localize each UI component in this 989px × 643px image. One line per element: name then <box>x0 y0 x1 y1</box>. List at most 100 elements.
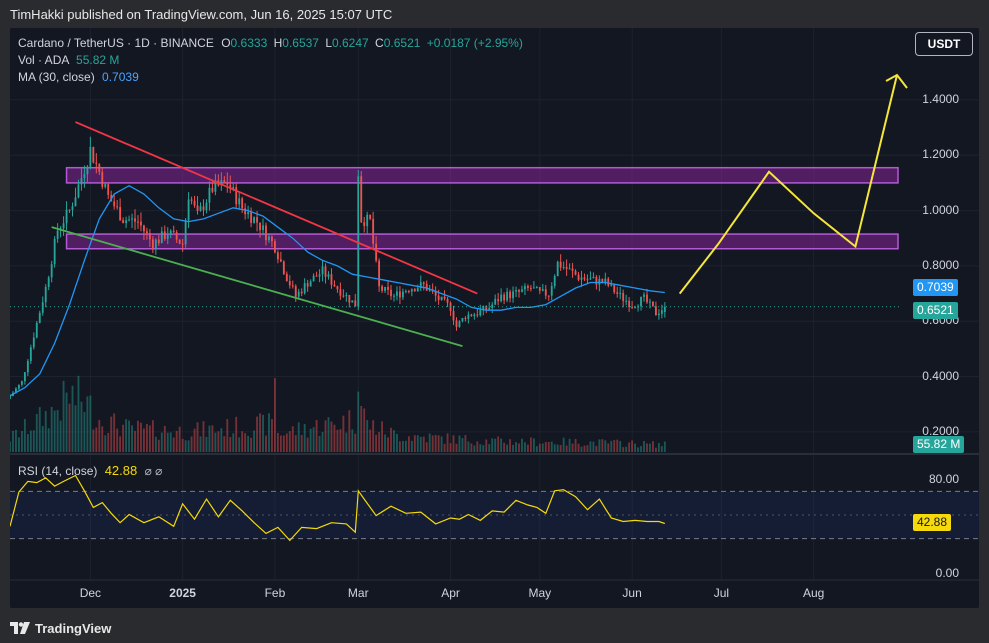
candle-body <box>416 288 419 292</box>
rsi-tick-label: 80.00 <box>928 471 959 486</box>
volume-legend: Vol · ADA 55.82 M <box>18 53 119 67</box>
candle-body <box>422 282 425 284</box>
volume-bar <box>637 447 639 452</box>
candle-body <box>15 388 17 393</box>
candle-body <box>580 277 583 280</box>
candle-body <box>265 225 267 241</box>
ma-30-line <box>10 184 665 397</box>
candle-body <box>541 289 544 291</box>
time-tick-label: Dec <box>79 586 102 600</box>
volume-bar <box>29 430 32 452</box>
candle-body <box>610 284 613 286</box>
candle-body <box>574 270 577 275</box>
candle-body <box>598 278 601 285</box>
volume-bar <box>184 440 187 452</box>
volume-bar <box>583 445 586 452</box>
candle-body <box>262 225 264 231</box>
candle-body <box>50 264 53 278</box>
candle-body <box>62 223 65 229</box>
ma-label[interactable]: MA (30, close) <box>18 70 95 84</box>
candle-body <box>652 301 654 307</box>
candle-body <box>583 277 586 280</box>
publisher-line: TimHakki published on TradingView.com, J… <box>10 7 393 22</box>
candle-body <box>476 314 479 316</box>
volume-bar <box>559 444 562 452</box>
volume-bar <box>351 429 354 452</box>
volume-bar <box>506 444 509 452</box>
resistance-zone <box>65 233 899 250</box>
candle-body <box>241 198 244 209</box>
volume-bar <box>47 428 50 452</box>
volume-bar <box>538 443 541 452</box>
volume-bar <box>652 441 654 452</box>
candle-body <box>244 208 247 215</box>
volume-bar <box>18 437 20 452</box>
currency-button[interactable]: USDT <box>915 32 973 56</box>
candle-body <box>384 286 386 291</box>
candle-body <box>211 187 214 192</box>
volume-bar <box>23 419 26 452</box>
candle-body <box>95 162 98 164</box>
chart-canvas[interactable] <box>10 28 979 608</box>
candle-body <box>250 212 253 223</box>
candle-body <box>401 291 404 298</box>
price-candles <box>10 136 666 400</box>
rsi-label[interactable]: RSI (14, close) <box>18 464 98 478</box>
candle-body <box>154 239 157 250</box>
candle-body <box>10 395 11 399</box>
volume-bar <box>550 441 553 452</box>
candle-body <box>491 304 494 309</box>
candle-body <box>458 321 461 327</box>
projection-path <box>678 74 898 295</box>
candle-body <box>464 317 467 319</box>
volume-bar <box>148 425 151 452</box>
candle-body <box>601 278 604 283</box>
volume-bar <box>532 438 535 452</box>
volume-bar <box>35 413 38 452</box>
volume-bar <box>541 443 544 452</box>
candle-body <box>628 300 631 308</box>
volume-bar <box>86 396 89 452</box>
candle-body <box>440 296 443 301</box>
volume-value: 55.82 M <box>76 53 120 67</box>
volume-bar <box>327 417 330 452</box>
candle-body <box>396 291 398 296</box>
candle-body <box>229 184 232 189</box>
candle-body <box>613 284 616 293</box>
trendlines <box>51 121 478 347</box>
symbol-title[interactable]: Cardano / TetherUS · 1D · BINANCE <box>18 36 214 50</box>
candle-body <box>143 225 145 232</box>
chart-frame[interactable]: Cardano / TetherUS · 1D · BINANCE O0.633… <box>10 28 979 608</box>
time-tick-label: Jun <box>622 586 642 600</box>
high-label: H <box>273 36 283 50</box>
volume-bar <box>544 441 547 452</box>
volume-bar <box>515 442 517 452</box>
volume-bar <box>279 435 282 452</box>
footer-brand[interactable]: TradingView <box>35 620 112 636</box>
volume-bar <box>12 430 14 452</box>
candle-body <box>41 302 44 313</box>
volume-bar <box>416 435 419 452</box>
volume-bar <box>273 378 276 452</box>
candle-body <box>413 289 416 292</box>
candle-body <box>119 207 122 221</box>
volume-label[interactable]: Vol · ADA <box>18 53 69 67</box>
close-label: C <box>375 36 384 50</box>
volume-bar <box>634 443 637 452</box>
volume-bar <box>169 432 172 452</box>
volume-bar <box>276 432 279 452</box>
candle-body <box>163 231 166 239</box>
volume-bar <box>253 430 256 452</box>
candle-body <box>393 295 395 297</box>
candle-body <box>291 285 294 287</box>
volume-bar <box>59 420 62 452</box>
volume-bar <box>631 440 634 452</box>
candle-body <box>187 199 190 221</box>
volume-bar <box>68 403 71 452</box>
volume-bar <box>649 443 651 452</box>
volume-bar <box>256 416 258 452</box>
volume-bar <box>407 436 410 452</box>
candle-body <box>315 275 318 277</box>
volume-bar <box>160 432 163 452</box>
volume-bar <box>354 433 357 452</box>
